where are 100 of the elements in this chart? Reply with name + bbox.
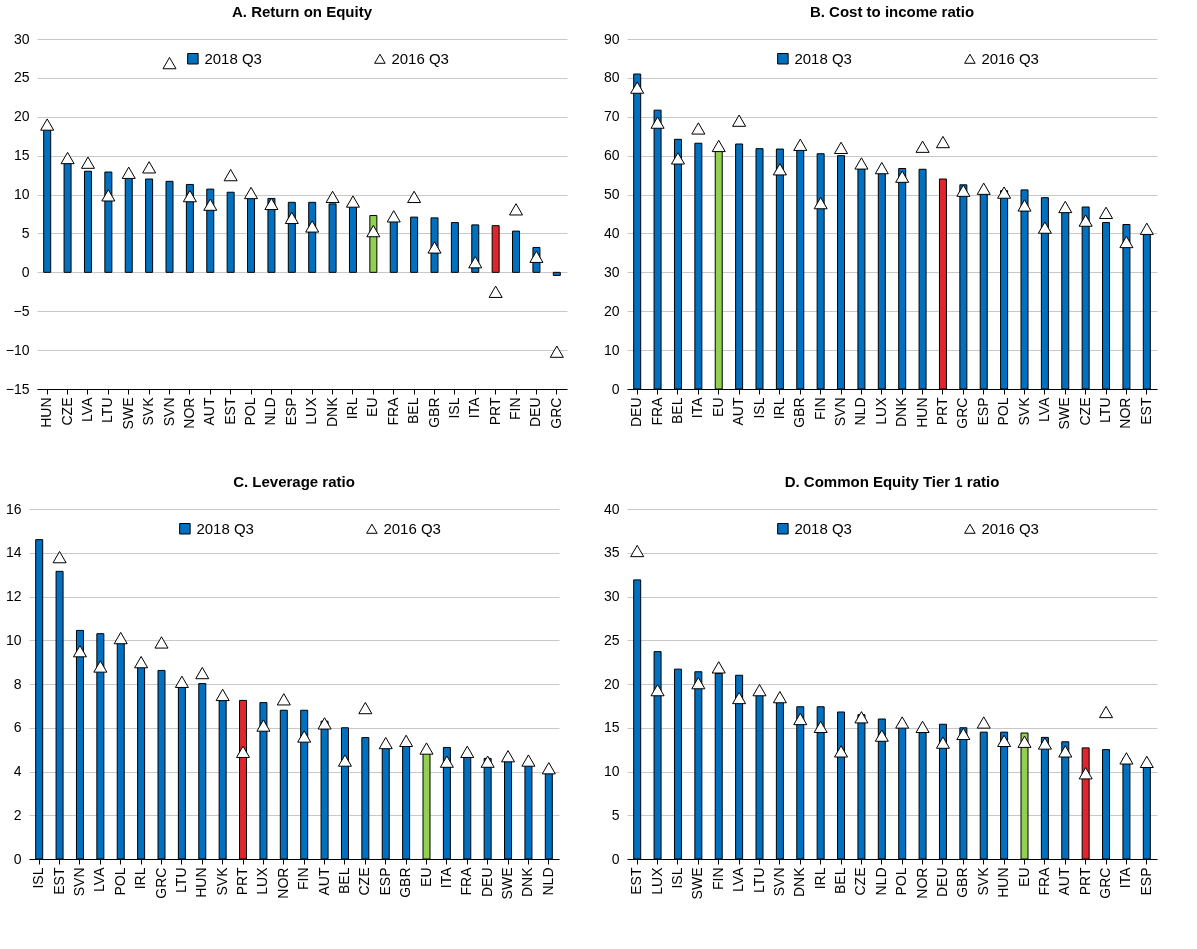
x-tick-label: LUX <box>648 866 665 895</box>
bar <box>512 230 521 273</box>
x-tick-label: BEL <box>335 867 352 894</box>
legend-label: 2016 Q3 <box>383 519 441 537</box>
y-tick-label: 10 <box>603 763 620 779</box>
point <box>874 161 889 175</box>
point <box>182 189 197 203</box>
point <box>60 151 75 165</box>
x-tick-label: SVN <box>160 397 177 427</box>
x-tick-label: SWE <box>499 867 516 900</box>
x-tick-label: LVA <box>1035 396 1052 422</box>
y-tick-label: 14 <box>5 544 22 561</box>
bar <box>410 216 419 273</box>
x-tick-label: FIN <box>295 867 312 891</box>
y-tick-label: 35 <box>603 544 620 561</box>
y-tick-label: −10 <box>5 341 30 358</box>
x-tick-label: GBR <box>791 397 808 428</box>
point <box>1078 767 1093 780</box>
y-tick-label: 70 <box>603 108 620 125</box>
x-tick-label: SVN <box>770 867 787 897</box>
y-tick-label: 10 <box>13 186 30 203</box>
x-tick-label: EST <box>221 397 238 425</box>
x-tick-label: NLD <box>539 867 556 896</box>
x-tick-label: AUT <box>201 397 218 426</box>
y-tick-label: 20 <box>603 675 620 692</box>
point <box>195 666 210 680</box>
y-tick-label: 30 <box>13 30 30 47</box>
x-tick-label: EST <box>1137 397 1154 425</box>
x-tick-label: LUX <box>303 396 320 425</box>
x-tick-label: NOR <box>1117 397 1134 429</box>
point <box>113 631 128 645</box>
x-tick-label: LTU <box>1097 397 1114 423</box>
x-tick-label: EST <box>628 867 645 895</box>
x-tick-label: SVN <box>832 397 849 427</box>
point <box>793 138 808 151</box>
point <box>854 157 869 170</box>
x-tick-label: LUX <box>254 866 271 895</box>
legend-label: 2016 Q3 <box>391 49 449 67</box>
x-tick-label: HUN <box>913 397 930 428</box>
x-tick-label: ITA <box>689 396 706 419</box>
point <box>793 712 808 726</box>
point <box>386 210 401 223</box>
x-tick-label: NLD <box>852 397 869 426</box>
x-tick-label: PRT <box>234 867 251 896</box>
y-tick-label: 0 <box>611 850 620 867</box>
x-tick-label: POL <box>111 867 128 896</box>
point <box>80 156 95 169</box>
point <box>732 691 747 705</box>
point <box>399 734 414 748</box>
point <box>711 139 726 153</box>
x-tick-label: EU <box>709 397 726 417</box>
point <box>460 745 475 758</box>
point <box>174 675 189 688</box>
legend-label: 2016 Q3 <box>981 519 1039 537</box>
point <box>1099 705 1114 719</box>
point <box>439 755 454 768</box>
bar <box>145 178 154 273</box>
x-tick-label: BEL <box>405 397 422 424</box>
x-tick-label: LTU <box>99 397 116 423</box>
x-tick-label: GRC <box>954 397 971 429</box>
point <box>1017 199 1032 212</box>
point <box>337 754 352 767</box>
x-tick-label: FIN <box>507 397 524 421</box>
x-tick-label: NLD <box>262 397 279 426</box>
x-tick-label: SWE <box>1056 397 1073 430</box>
x-tick-label: ITA <box>1117 866 1134 889</box>
bar <box>165 180 174 273</box>
x-tick-label: GBR <box>954 867 971 898</box>
x-tick-label: EU <box>417 867 434 887</box>
y-tick-label: 90 <box>603 30 620 47</box>
point <box>997 734 1012 748</box>
x-tick-label: IRL <box>770 397 787 420</box>
x-tick-label: IRL <box>811 867 828 890</box>
x-tick-label: NOR <box>913 867 930 899</box>
bar <box>226 191 235 273</box>
x-tick-label: DEU <box>478 867 495 898</box>
point <box>650 683 665 697</box>
x-tick-label: FIN <box>811 397 828 421</box>
x-tick-label: HUN <box>995 867 1012 898</box>
point <box>956 184 971 197</box>
point <box>1139 222 1154 235</box>
x-tick-label: LUX <box>872 396 889 425</box>
x-tick-label: ESP <box>974 397 991 426</box>
x-tick-label: ITA <box>437 866 454 889</box>
x-tick-label: ESP <box>1137 867 1154 896</box>
x-tick-label: LVA <box>91 866 108 892</box>
point <box>1119 235 1134 249</box>
x-tick-label: FRA <box>384 396 401 426</box>
x-tick-label: GBR <box>425 397 442 428</box>
x-tick-label: HUN <box>193 867 210 898</box>
point <box>976 182 991 195</box>
point <box>121 166 136 179</box>
point <box>154 636 169 649</box>
point <box>834 141 849 155</box>
point <box>935 135 950 149</box>
x-tick-label: PRT <box>933 397 950 426</box>
y-tick-label: 40 <box>603 500 620 517</box>
x-tick-label: POL <box>893 867 910 896</box>
bar <box>83 170 92 273</box>
x-tick-label: SVK <box>974 866 991 896</box>
